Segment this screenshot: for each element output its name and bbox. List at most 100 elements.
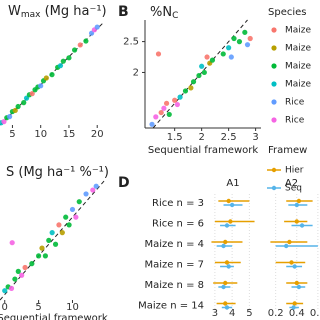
estimate <box>292 264 297 269</box>
row-label: Rice n = 6 <box>152 219 204 230</box>
estimate <box>223 239 228 245</box>
estimate <box>291 305 296 310</box>
estimate <box>224 305 230 310</box>
legend-title: Framew <box>268 145 307 156</box>
point <box>66 222 72 228</box>
estimate <box>287 239 292 245</box>
x-tick-label: 2 <box>198 132 204 143</box>
point <box>209 57 216 63</box>
title-part: C <box>172 11 178 21</box>
chart-title: S (Mg ha⁻¹ %⁻¹) <box>6 165 109 180</box>
estimate <box>223 280 228 286</box>
legend-key <box>271 117 277 123</box>
estimate <box>223 301 228 306</box>
point <box>21 100 27 106</box>
point <box>69 206 76 213</box>
point <box>158 109 164 116</box>
title-part: (Mg ha⁻¹) <box>40 4 106 19</box>
point <box>166 111 172 118</box>
estimate <box>226 264 231 269</box>
legend-key <box>271 63 277 69</box>
facet-title: A1 <box>226 178 239 189</box>
point <box>8 285 15 291</box>
point <box>196 72 202 79</box>
point <box>12 107 18 114</box>
point <box>226 45 232 51</box>
point <box>15 268 21 274</box>
point <box>36 253 42 259</box>
chart-title: %NC <box>150 5 178 21</box>
row-label: Maize n = 4 <box>144 239 204 250</box>
estimate <box>221 284 226 290</box>
row-label: Maize n = 8 <box>144 280 204 291</box>
x-tick-label: 10 <box>66 302 79 313</box>
legend-label: Maize <box>285 44 312 54</box>
estimate <box>289 260 294 265</box>
row-label: Rice n = 3 <box>152 198 204 209</box>
x-tick-label: 3 <box>252 132 258 143</box>
point <box>174 101 180 108</box>
title-part: W <box>8 4 21 19</box>
point <box>29 261 35 267</box>
point <box>83 191 89 197</box>
legend-label: Maize <box>285 26 312 36</box>
legend-key-dot <box>271 167 277 173</box>
point <box>49 230 55 236</box>
title-part: %N <box>150 5 172 20</box>
point <box>177 94 183 100</box>
x-tick-label: 20 <box>91 129 104 140</box>
title-part: max <box>21 10 41 20</box>
point <box>66 55 72 61</box>
point <box>220 51 226 57</box>
estimate <box>224 223 230 228</box>
point <box>204 54 210 60</box>
x-tick-label: 2.5 <box>221 132 237 143</box>
estimate <box>221 243 226 249</box>
point <box>38 83 44 89</box>
row-label: Maize n = 14 <box>138 301 204 312</box>
legend-key <box>271 81 277 87</box>
point <box>73 214 79 220</box>
point <box>9 240 15 246</box>
estimate <box>296 284 302 290</box>
point <box>242 29 248 35</box>
point <box>63 214 69 220</box>
x-tick-label: 4 <box>229 308 235 319</box>
point <box>94 24 100 30</box>
x-tick-label: 15 <box>63 129 76 140</box>
point <box>42 253 48 259</box>
estimate <box>294 280 299 286</box>
point <box>52 241 59 247</box>
y-tick-label: 2.5 <box>123 37 139 48</box>
point <box>15 103 21 110</box>
estimate <box>296 198 302 204</box>
estimate <box>224 260 230 265</box>
point <box>59 230 65 236</box>
point <box>190 79 197 85</box>
point <box>46 237 52 243</box>
point <box>182 88 189 94</box>
estimate <box>299 223 305 228</box>
chart-title: Wmax (Mg ha⁻¹) <box>8 4 107 20</box>
point <box>199 63 205 69</box>
panel-letter: B <box>118 4 129 20</box>
identity-line <box>0 179 106 301</box>
point <box>60 58 66 64</box>
row-label: Maize n = 7 <box>144 260 204 271</box>
point <box>7 114 13 120</box>
x-tick-label: 0 <box>2 302 8 313</box>
point <box>244 42 251 48</box>
point <box>1 119 7 125</box>
point <box>93 183 99 189</box>
legend-label: Maize <box>285 62 312 72</box>
x-tick-label: 0.6 <box>310 308 320 319</box>
legend-key <box>271 99 277 105</box>
x-tick-label: 5 <box>35 302 41 313</box>
point <box>83 38 89 44</box>
point <box>155 51 162 57</box>
point <box>29 91 35 97</box>
point <box>19 272 25 278</box>
legend-label: Rice <box>285 98 305 108</box>
legend-label: Seq <box>285 184 302 194</box>
point <box>172 97 178 103</box>
